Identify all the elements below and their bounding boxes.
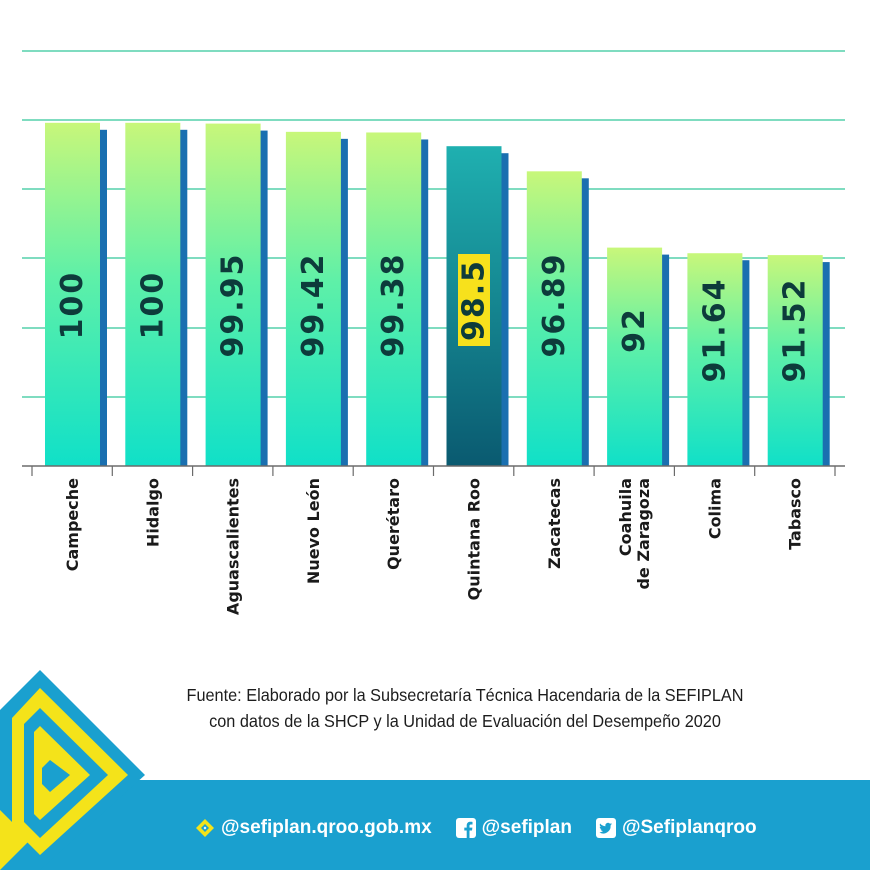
bar-shadow — [258, 130, 268, 466]
category-text: Hidalgo — [143, 478, 162, 547]
value-text: 92 — [617, 307, 652, 353]
category-text: Tabasco — [786, 478, 805, 550]
value-label: 96.89 — [537, 253, 572, 358]
value-labels: 100 100 99.95 99.42 99.38 98.5 96.89 92 91.64 91.… — [55, 253, 813, 383]
category-text: de Zaragoza — [634, 478, 653, 590]
web-icon — [196, 819, 214, 837]
category-text: Nuevo León — [304, 478, 323, 584]
facebook-text: @sefiplan — [481, 817, 572, 838]
category-label: Tabasco — [786, 478, 805, 550]
bar-shadow — [820, 262, 830, 466]
bar — [125, 122, 181, 467]
category-text: Campeche — [63, 478, 82, 571]
source-line-1: Fuente: Elaborado por la Subsecretaría T… — [186, 685, 744, 705]
facebook-link[interactable]: @sefiplan — [455, 817, 572, 839]
bar — [45, 122, 100, 467]
category-text: Aguascalientes — [224, 478, 243, 615]
value-text: 100 — [135, 271, 170, 340]
source-note: Fuente: Elaborado por la Subsecretaría T… — [88, 682, 841, 734]
bar — [687, 253, 743, 466]
value-label: 100 — [135, 271, 170, 340]
category-text: Querétaro — [384, 478, 403, 570]
value-label: 100 — [55, 271, 90, 340]
bar-shadow — [660, 254, 670, 466]
value-label: 92 — [617, 307, 652, 353]
bar — [366, 132, 422, 467]
category-label: Campeche — [63, 478, 82, 571]
value-label: 99.38 — [376, 253, 411, 358]
category-text: Quintana Roo — [465, 478, 484, 600]
facebook-icon — [455, 818, 476, 838]
bar — [607, 247, 663, 466]
bar-shadow — [499, 153, 509, 466]
bar-shadow — [98, 129, 107, 467]
value-text: 98.5 — [457, 259, 492, 341]
bar-shadow — [178, 129, 188, 467]
category-label: Querétaro — [384, 478, 403, 570]
source-line-2: con datos de la SHCP y la Unidad de Eval… — [209, 711, 721, 731]
twitter-link[interactable]: @Sefiplanqroo — [595, 817, 757, 839]
sefiplan-logo — [0, 670, 145, 870]
value-label: 99.42 — [296, 253, 331, 358]
value-text: 99.95 — [216, 253, 251, 358]
bar-shadow — [740, 260, 750, 466]
category-text: Zacatecas — [545, 478, 564, 569]
value-label: 91.52 — [778, 278, 813, 383]
value-text: 96.89 — [537, 253, 572, 358]
bar — [526, 171, 582, 467]
category-label: Aguascalientes — [224, 478, 243, 615]
category-label: Hidalgo — [143, 478, 162, 547]
bar-shadow — [579, 178, 589, 467]
category-label: Zacatecas — [545, 478, 564, 569]
web-text: @sefiplan.qroo.gob.mx — [221, 817, 432, 838]
bar — [767, 255, 823, 466]
value-label: 98.5 — [457, 254, 492, 346]
value-text: 99.38 — [376, 253, 411, 358]
category-labels: Campeche Hidalgo Aguascalientes Nuevo León Q… — [63, 478, 805, 615]
value-text: 100 — [55, 271, 90, 340]
highlight-label-bg — [458, 254, 490, 346]
value-text: 91.64 — [697, 278, 732, 383]
bar-shadow — [419, 139, 429, 467]
value-text: 91.52 — [778, 278, 813, 383]
bar — [205, 123, 261, 466]
bar-shadow — [338, 138, 348, 466]
value-label: 99.95 — [216, 253, 251, 358]
twitter-icon — [595, 818, 616, 838]
web-link[interactable]: @sefiplan.qroo.gob.mx — [195, 817, 432, 839]
category-label: Colima — [705, 478, 724, 539]
social-links: @sefiplan.qroo.gob.mx @sefiplan @Sefipla… — [195, 814, 757, 842]
footer-bar — [0, 780, 870, 870]
x-axis — [22, 465, 845, 476]
category-label: Quintana Roo — [465, 478, 484, 600]
twitter-text: @Sefiplanqroo — [621, 817, 757, 838]
bar-chart: 100 100 99.95 99.42 99.38 98.5 96.89 92 91.64 91.… — [22, 50, 845, 615]
category-text: Colima — [705, 478, 724, 539]
value-text: 99.42 — [296, 253, 331, 358]
category-label: Nuevo León — [304, 478, 323, 584]
category-text: Coahuila — [616, 478, 635, 556]
category-label: Coahuila de Zaragoza — [616, 478, 653, 590]
bar — [285, 131, 341, 466]
value-label: 91.64 — [697, 278, 732, 383]
